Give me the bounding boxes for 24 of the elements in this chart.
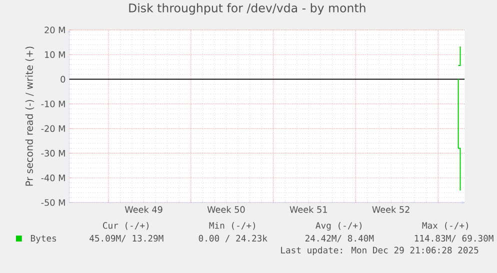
y-tick-label: -50 M bbox=[41, 199, 65, 206]
x-tick-label: Week 50 bbox=[207, 206, 245, 213]
x-tick-label: Week 52 bbox=[372, 206, 410, 213]
y-tick-label: 10 M bbox=[45, 51, 65, 58]
y-tick-label: 0 bbox=[60, 76, 66, 83]
text: Min (-/+) bbox=[209, 222, 256, 230]
legend-label: Bytes bbox=[30, 235, 56, 244]
x-tick-label: Week 49 bbox=[124, 206, 162, 213]
text: Last update: Mon Dec 29 21:06:28 2025 bbox=[281, 246, 478, 256]
x-tick-label: Week 51 bbox=[290, 206, 327, 213]
y-axis-title: Pr second read (-) / write (+) bbox=[25, 46, 34, 186]
y-tick-label: -20 M bbox=[41, 125, 65, 132]
y-tick-label: -30 M bbox=[41, 150, 65, 157]
y-tick-label: -40 M bbox=[41, 174, 65, 182]
text: 114.83M/ 69.30M bbox=[414, 234, 494, 242]
text: 24.42M/ 8.40M bbox=[305, 234, 374, 242]
text: Avg (-/+) bbox=[316, 222, 362, 231]
y-tick-label: 20 M bbox=[44, 26, 65, 34]
text: Max (-/+) bbox=[422, 222, 468, 230]
text: Cur (-/+) bbox=[103, 222, 149, 230]
chart-title: Disk throughput for /dev/vda - by month bbox=[129, 3, 366, 15]
text: 0.00 / 24.23k bbox=[198, 234, 268, 242]
text: 45.09M/ 13.29M bbox=[90, 234, 164, 242]
y-tick-label: -10 M bbox=[41, 100, 65, 108]
